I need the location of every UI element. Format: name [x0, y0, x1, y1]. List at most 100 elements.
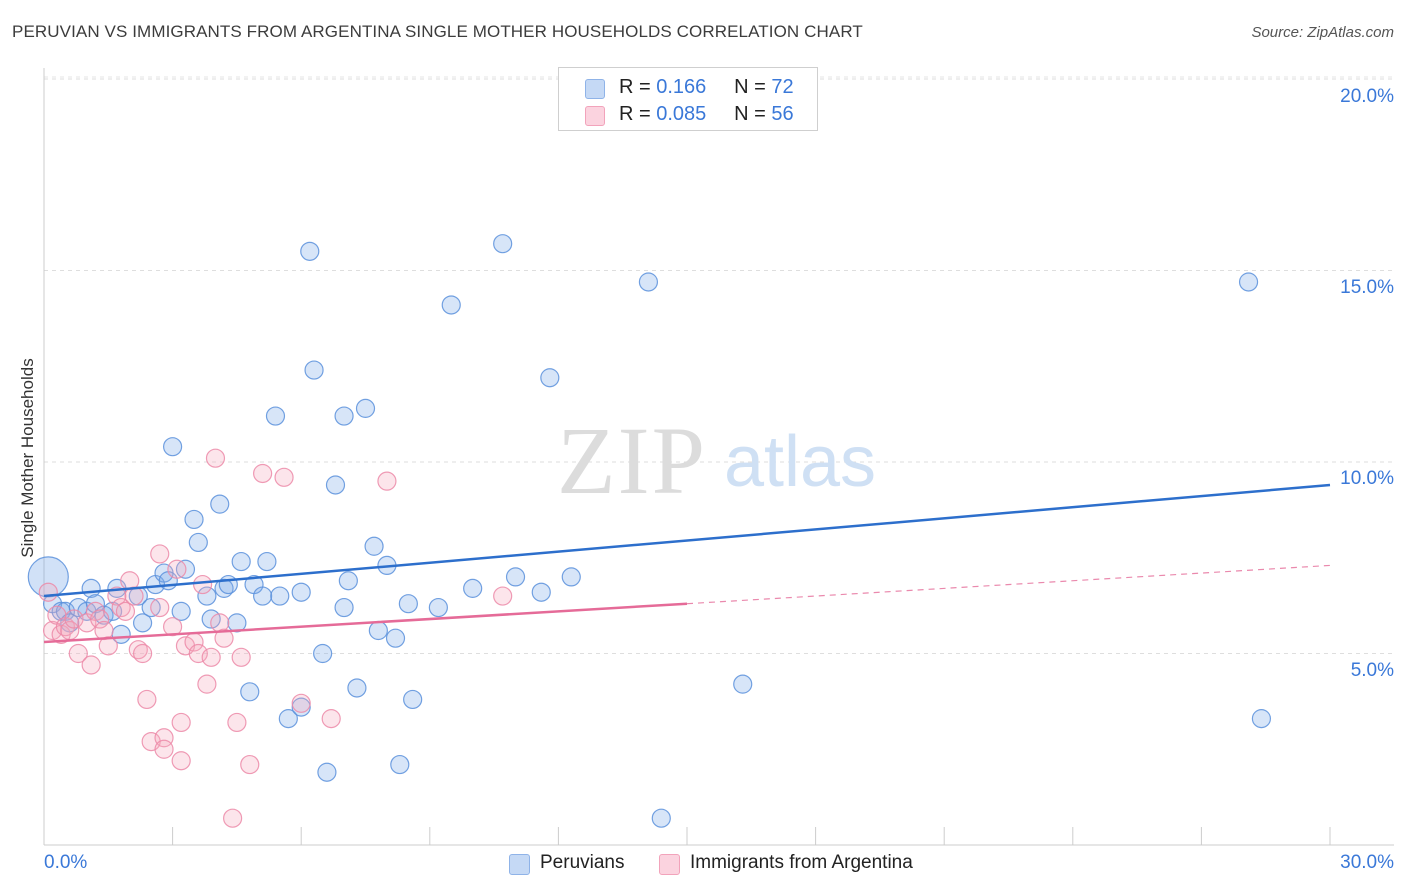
data-point [398, 594, 418, 614]
data-point [257, 551, 277, 572]
data-point [171, 601, 191, 621]
data-point [540, 368, 560, 388]
data-point [188, 643, 208, 664]
data-point [390, 754, 410, 775]
y-axis-label: Single Mother Households [18, 358, 37, 558]
data-point [253, 463, 273, 484]
data-point [1251, 709, 1272, 729]
legend-r-value: 0.085 [656, 103, 707, 125]
series-peruvians [27, 234, 1272, 828]
x-tick-label-min: 0.0% [44, 852, 88, 873]
legend-swatch-peruvians [585, 79, 605, 99]
data-point [265, 406, 286, 426]
data-point [638, 272, 659, 292]
data-point [240, 682, 260, 702]
data-point [214, 628, 234, 648]
data-point [368, 620, 388, 641]
data-point [197, 674, 217, 694]
data-point [270, 586, 290, 606]
data-point [227, 712, 247, 733]
trend-line-extension [686, 564, 1331, 605]
data-point [561, 567, 581, 587]
data-point [377, 471, 397, 491]
data-point [81, 655, 101, 675]
watermark-atlas: atlas [724, 422, 876, 502]
data-point [154, 739, 174, 759]
legend-n-value: 72 [771, 76, 794, 98]
data-point [163, 437, 183, 457]
bottom-legend-label: Immigrants from Argentina [690, 852, 913, 873]
data-point [325, 475, 346, 495]
data-point [188, 532, 208, 553]
trend-line [43, 602, 688, 644]
y-tick-label: 20.0% [1340, 86, 1394, 107]
data-point [1238, 272, 1259, 292]
data-point [210, 494, 230, 514]
y-tick-label: 15.0% [1340, 277, 1394, 298]
data-point [317, 762, 337, 782]
data-point [132, 613, 153, 633]
data-point [171, 712, 191, 733]
data-point [231, 647, 251, 667]
correlation-legend: R = 0.166 N = 72 R = 0.085 N = 56 [558, 67, 818, 131]
data-point [651, 808, 671, 828]
data-point [64, 609, 84, 629]
data-point [90, 609, 110, 629]
data-point [115, 601, 136, 621]
data-point [132, 643, 153, 664]
data-point [240, 754, 260, 775]
data-point [137, 689, 157, 710]
data-point [355, 398, 376, 418]
legend-n-label: N = [734, 76, 766, 98]
data-point [313, 643, 333, 664]
data-point [493, 234, 513, 254]
data-point [505, 567, 526, 587]
data-point [531, 582, 551, 602]
data-point [274, 467, 294, 487]
data-point [218, 574, 238, 595]
legend-r-label: R = [619, 76, 651, 98]
legend-r-value: 0.166 [656, 76, 707, 98]
data-point [197, 586, 217, 606]
legend-n-label: N = [734, 103, 766, 125]
y-tick-label: 5.0% [1350, 660, 1394, 681]
data-point [733, 674, 753, 694]
data-point [291, 582, 311, 602]
watermark-zip: ZIP [557, 407, 707, 514]
chart-title: PERUVIAN VS IMMIGRANTS FROM ARGENTINA SI… [12, 22, 863, 41]
data-point [231, 551, 251, 572]
data-point [334, 597, 354, 618]
data-point [167, 559, 187, 579]
data-point [223, 808, 243, 828]
data-point [163, 617, 183, 637]
data-point [493, 586, 513, 606]
data-point [193, 574, 213, 595]
bottom-legend-label: Peruvians [540, 852, 625, 873]
chart-source: Source: ZipAtlas.com [1251, 24, 1394, 41]
data-point [154, 728, 174, 748]
data-point [68, 643, 88, 664]
data-point [38, 582, 58, 602]
data-point [334, 406, 354, 426]
data-point [107, 586, 127, 606]
series-argentina [38, 448, 513, 828]
data-point [227, 613, 247, 633]
data-point [403, 689, 423, 710]
data-point [428, 597, 448, 618]
trend-line [43, 483, 1331, 598]
data-point [150, 597, 170, 618]
trend-lines [43, 483, 1331, 644]
data-point [321, 709, 341, 729]
y-tick-label: 10.0% [1340, 468, 1394, 489]
data-point [171, 751, 191, 771]
data-point [253, 586, 273, 606]
data-point [304, 360, 324, 380]
data-point [338, 571, 358, 591]
legend-swatch-argentina [585, 106, 605, 126]
data-point [441, 295, 461, 315]
data-point [201, 647, 221, 667]
data-point [205, 448, 226, 468]
axes [43, 68, 1394, 846]
data-point [300, 241, 320, 261]
